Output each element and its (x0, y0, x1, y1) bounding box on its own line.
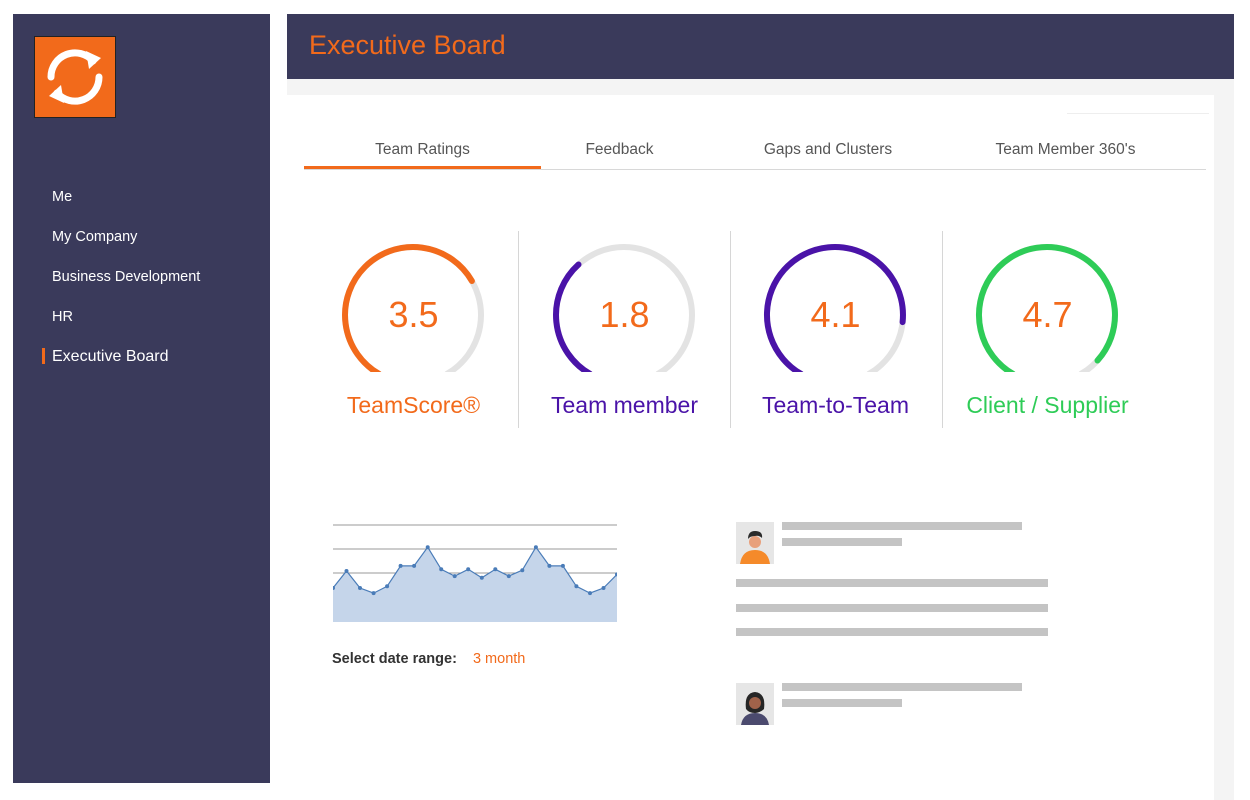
gauge-arc (553, 244, 695, 372)
trend-point (506, 574, 511, 579)
tab-team-member-360s[interactable]: Team Member 360's (995, 141, 1136, 158)
skeleton-line (782, 699, 902, 707)
skeleton-line (736, 579, 1048, 587)
skeleton-line (736, 628, 1048, 636)
skeleton-line (736, 604, 1048, 612)
person-avatar-icon (736, 522, 774, 564)
trend-point (574, 584, 579, 589)
date-range-label: Select date range: (332, 651, 457, 667)
gauge-label: Team member (551, 392, 698, 418)
sidebar-item-business-development[interactable]: Business Development (52, 269, 201, 285)
trend-point (466, 567, 471, 572)
tab-gaps-and-clusters[interactable]: Gaps and Clusters (763, 141, 893, 158)
feedback-item[interactable] (736, 522, 1056, 642)
gauge-divider (730, 231, 731, 428)
app-logo[interactable] (34, 36, 116, 118)
skeleton-line (782, 522, 1022, 530)
sidebar-item-me[interactable]: Me (52, 189, 73, 205)
trend-point (333, 586, 335, 590)
trend-chart[interactable] (333, 520, 617, 624)
card-divider (1067, 113, 1209, 114)
date-range-selector: Select date range: 3 month (332, 651, 525, 667)
trend-point (520, 568, 525, 573)
trend-point (439, 567, 444, 572)
trend-point (344, 569, 349, 573)
gauge-label: TeamScore® (346, 392, 481, 418)
tab-feedback[interactable]: Feedback (585, 141, 654, 158)
gauge-teamscore[interactable]: 3.5 TeamScore® (308, 232, 519, 428)
tab-team-ratings[interactable]: Team Ratings (304, 139, 541, 169)
gauge-divider (518, 231, 519, 428)
gauge-value: 4.7 (1022, 294, 1073, 335)
trend-point (371, 591, 376, 596)
gauge-arc (764, 244, 906, 372)
gauge-label: Client / Supplier (966, 392, 1129, 418)
gauge-arc (342, 244, 484, 372)
gauge-value: 3.5 (388, 294, 439, 335)
trend-point (615, 572, 617, 577)
trend-point (533, 545, 538, 550)
page-header: Executive Board (287, 14, 1234, 79)
trend-point (547, 563, 552, 568)
person-avatar-icon (736, 683, 774, 725)
trend-point (385, 584, 390, 589)
trend-point (452, 574, 457, 579)
trend-point (479, 575, 484, 580)
sidebar-nav: Me My Company Business Development HR Ex… (13, 187, 270, 387)
trend-line (333, 546, 617, 594)
trend-point (398, 563, 403, 568)
sidebar: Me My Company Business Development HR Ex… (13, 14, 270, 783)
gauge-value: 1.8 (599, 294, 650, 335)
feedback-item[interactable] (736, 683, 1056, 725)
skeleton-line (782, 538, 902, 546)
gauge-team-to-team[interactable]: 4.1 Team-to-Team (730, 232, 941, 428)
date-range-value[interactable]: 3 month (472, 651, 526, 667)
skeleton-line (782, 683, 1022, 691)
gauge-team-member[interactable]: 1.8 Team member (519, 232, 730, 428)
trend-point (412, 563, 417, 568)
sidebar-item-hr[interactable]: HR (52, 309, 73, 325)
trend-point (493, 567, 498, 572)
trend-point (588, 591, 592, 596)
trend-point (425, 545, 430, 550)
gauge-label: Team-to-Team (762, 392, 909, 418)
trend-point (358, 586, 362, 590)
gauge-divider (942, 231, 943, 428)
gauge-arc (976, 243, 1118, 372)
sidebar-item-my-company[interactable]: My Company (52, 229, 138, 245)
gauge-client-supplier[interactable]: 4.7 Client / Supplier (942, 232, 1153, 428)
main-card (287, 95, 1214, 800)
refresh-arrows-icon (47, 49, 103, 105)
trend-point (560, 563, 565, 568)
sidebar-item-executive-board[interactable]: Executive Board (13, 347, 270, 387)
tab-bar: Team Ratings Feedback Gaps and Clusters … (304, 139, 1206, 170)
trend-area (333, 547, 617, 622)
page-title: Executive Board (309, 30, 506, 60)
gauge-value: 4.1 (810, 294, 861, 335)
trend-point (601, 586, 606, 590)
